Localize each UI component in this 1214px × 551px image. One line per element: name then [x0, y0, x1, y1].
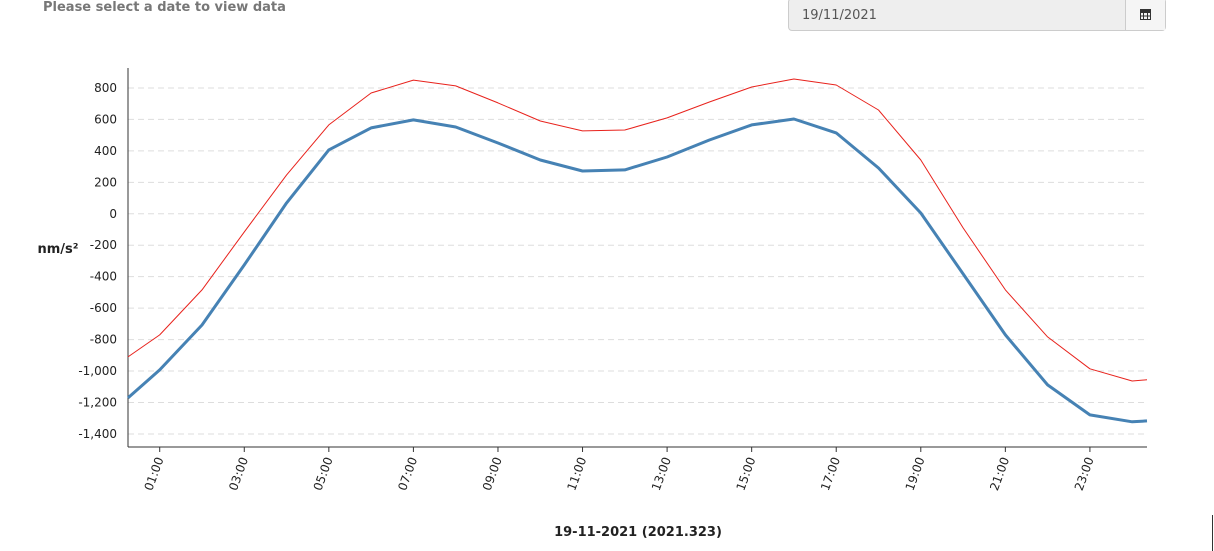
- y-tick-label: -1,200: [78, 395, 117, 409]
- y-tick-label: -1,000: [78, 364, 117, 378]
- y-tick-label: 0: [109, 207, 117, 221]
- y-tick-label: 200: [94, 175, 117, 189]
- calendar-icon: [1140, 9, 1151, 20]
- x-tick-label: 03:00: [226, 455, 251, 492]
- x-tick-label: 05:00: [311, 455, 336, 492]
- y-tick-label: 600: [94, 112, 117, 126]
- x-axis-title: 19-11-2021 (2021.323): [554, 525, 722, 540]
- y-tick-label: 400: [94, 144, 117, 158]
- y-tick-label: -800: [90, 333, 117, 347]
- x-tick-label: 11:00: [564, 455, 589, 492]
- y-tick-label: -400: [90, 270, 117, 284]
- y-tick-label: -600: [90, 301, 117, 315]
- x-tick-label: 13:00: [649, 455, 674, 492]
- x-tick-label: 15:00: [733, 455, 758, 492]
- series-line: [127, 78, 1148, 382]
- x-tick-label: 01:00: [142, 455, 167, 492]
- y-axis-title: nm/s²: [38, 242, 79, 257]
- y-tick-label: -200: [90, 238, 117, 252]
- x-tick-label: 07:00: [395, 455, 420, 492]
- series-line: [127, 117, 1148, 424]
- x-tick-label: 09:00: [480, 455, 505, 492]
- calendar-button[interactable]: [1125, 0, 1165, 30]
- prompt: Please select a date to view data: [43, 0, 286, 15]
- date-value: 19/11/2021: [802, 8, 877, 23]
- date-input[interactable]: 19/11/2021: [788, 0, 1166, 31]
- x-tick-label: 19:00: [903, 455, 928, 492]
- x-tick-label: 23:00: [1072, 455, 1097, 492]
- x-tick-label: 21:00: [987, 455, 1012, 492]
- y-tick-label: 800: [94, 81, 117, 95]
- x-tick-label: 17:00: [818, 455, 843, 492]
- y-tick-label: -1,400: [78, 427, 117, 441]
